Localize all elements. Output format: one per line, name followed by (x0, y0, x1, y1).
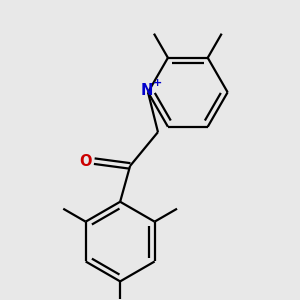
Text: N: N (140, 83, 153, 98)
Text: O: O (79, 154, 92, 169)
Text: +: + (153, 78, 162, 88)
